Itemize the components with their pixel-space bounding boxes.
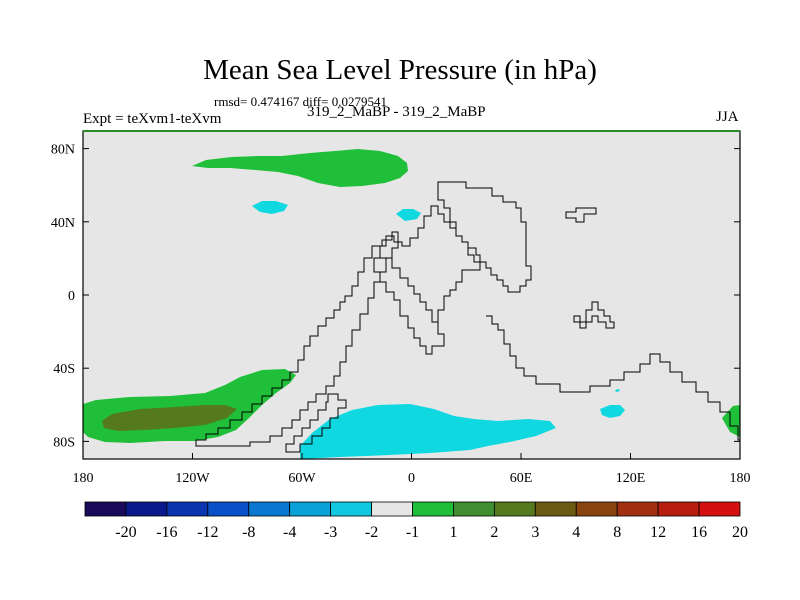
coastline-southeast-asia (573, 301, 615, 329)
longitude-axis: 180 120W 60W 0 60E 120E 180 (73, 453, 751, 486)
legend-label: -2 (365, 524, 378, 541)
legend-swatch (289, 501, 332, 517)
anomaly-strong-positive-south-pacific (102, 405, 237, 431)
experiment-label: Expt = teXvm1-teXvm (83, 111, 222, 127)
coastline-australia-region (486, 315, 740, 441)
legend-swatch (412, 501, 454, 517)
lon-tick-label: 180 (730, 471, 751, 486)
legend-swatch (84, 501, 127, 517)
anomaly-negative-atlantic-north (252, 201, 288, 214)
lon-tick-label: 60W (288, 471, 316, 486)
lat-tick-label: 80N (51, 143, 75, 158)
legend-swatch (125, 501, 168, 517)
legend-swatch (371, 501, 413, 517)
coastlines (195, 181, 740, 453)
legend-swatch (493, 501, 536, 517)
legend-label: 3 (531, 524, 539, 541)
legend-swatch (698, 501, 741, 517)
legend-label: -1 (406, 524, 419, 541)
contour-fills (83, 149, 740, 459)
coastline-japan-region (565, 207, 597, 223)
lat-tick-label: 0 (68, 289, 75, 304)
legend-label: 4 (572, 524, 580, 541)
rmsd-diff-stats: rmsd= 0.474167 diff= 0.0279541 (214, 94, 387, 109)
legend-label: -8 (242, 524, 255, 541)
lon-tick-label: 60E (510, 471, 533, 486)
legend-label: 8 (613, 524, 621, 541)
latitude-axis: 80N 40N 0 40S 80S (51, 143, 740, 450)
anomaly-positive-arctic (192, 149, 408, 187)
lon-tick-label: 120E (616, 471, 646, 486)
lat-tick-label: 40N (51, 216, 75, 231)
colorbar-legend: -20 -16 -12 -8 -4 -3 -2 -1 1 2 3 4 8 12 16 20 (84, 501, 748, 541)
season-label: JJA (716, 109, 739, 125)
legend-swatch (534, 501, 577, 517)
legend-swatch (330, 501, 372, 517)
lat-tick-label: 40S (53, 362, 75, 377)
legend-swatch (453, 501, 495, 517)
coastline-pacific-islands (285, 393, 347, 453)
lon-tick-label: 180 (73, 471, 94, 486)
anomaly-negative-indian-ocean (600, 405, 625, 418)
anomaly-negative-antarctic (300, 404, 556, 459)
anomaly-negative-europe (396, 209, 421, 221)
legend-swatch (616, 501, 659, 517)
legend-swatch (575, 501, 618, 517)
coastline-south-america (373, 257, 445, 355)
legend-label: -3 (324, 524, 337, 541)
legend-swatch (166, 501, 209, 517)
legend-swatch (207, 501, 250, 517)
legend-label: 12 (650, 524, 666, 541)
anomaly-negative-small-speck (615, 389, 620, 392)
anomaly-positive-ross-sea (722, 405, 740, 437)
legend-label: 20 (732, 524, 748, 541)
legend-label: -16 (156, 524, 177, 541)
comparison-label: 319_2_MaBP - 319_2_MaBP (307, 104, 486, 120)
plot-title: Mean Sea Level Pressure (in hPa) (203, 54, 597, 86)
lon-tick-label: 0 (408, 471, 415, 486)
coastline-americas-west (195, 231, 399, 447)
legend-swatch (657, 501, 700, 517)
legend-label: -4 (283, 524, 296, 541)
legend-label: -12 (197, 524, 218, 541)
lon-tick-label: 120W (175, 471, 210, 486)
legend-label: 1 (449, 524, 457, 541)
legend-label: 2 (490, 524, 498, 541)
legend-label: 16 (691, 524, 707, 541)
legend-swatch (248, 501, 291, 517)
lat-tick-label: 80S (53, 435, 75, 450)
legend-label: -20 (115, 524, 136, 541)
